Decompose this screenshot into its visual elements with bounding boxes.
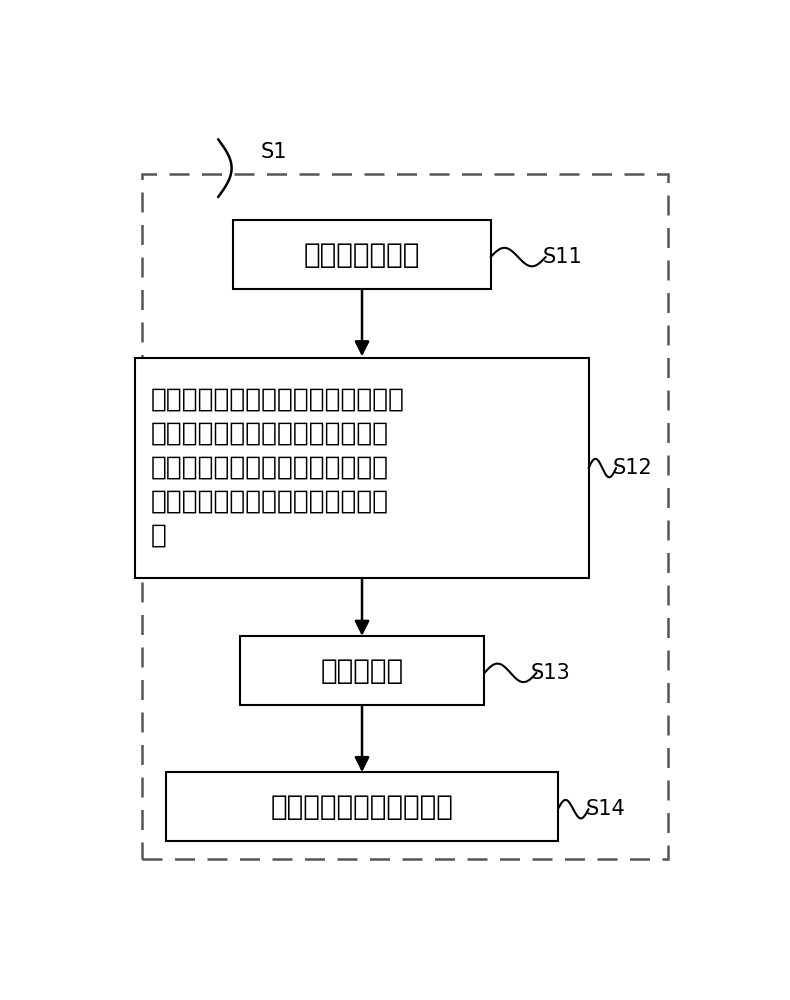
Bar [234,220,491,289]
Text: 裁切细胞核图像和标记图: 裁切细胞核图像和标记图 [271,793,453,821]
Bar [166,772,558,841]
Text: S1: S1 [261,142,288,162]
Text: 制备训创建标注文件，标记细胞核，
圈画细胞核轮廓，获得轮廓像素位
置信息，保存轮廓像素位置信息至
标注文件中练数据集，获得细胞核
图: 制备训创建标注文件，标记细胞核， 圈画细胞核轮廓，获得轮廓像素位 置信息，保存轮… [151,387,404,549]
Bar [136,358,589,578]
Text: S14: S14 [585,799,625,819]
Text: S13: S13 [530,663,570,683]
Text: S11: S11 [543,247,582,267]
Text: 生成标记图: 生成标记图 [321,657,404,685]
Text: 生成细胞核图像: 生成细胞核图像 [304,241,420,269]
Bar [239,636,484,705]
Text: S12: S12 [613,458,653,478]
Bar [141,174,668,859]
